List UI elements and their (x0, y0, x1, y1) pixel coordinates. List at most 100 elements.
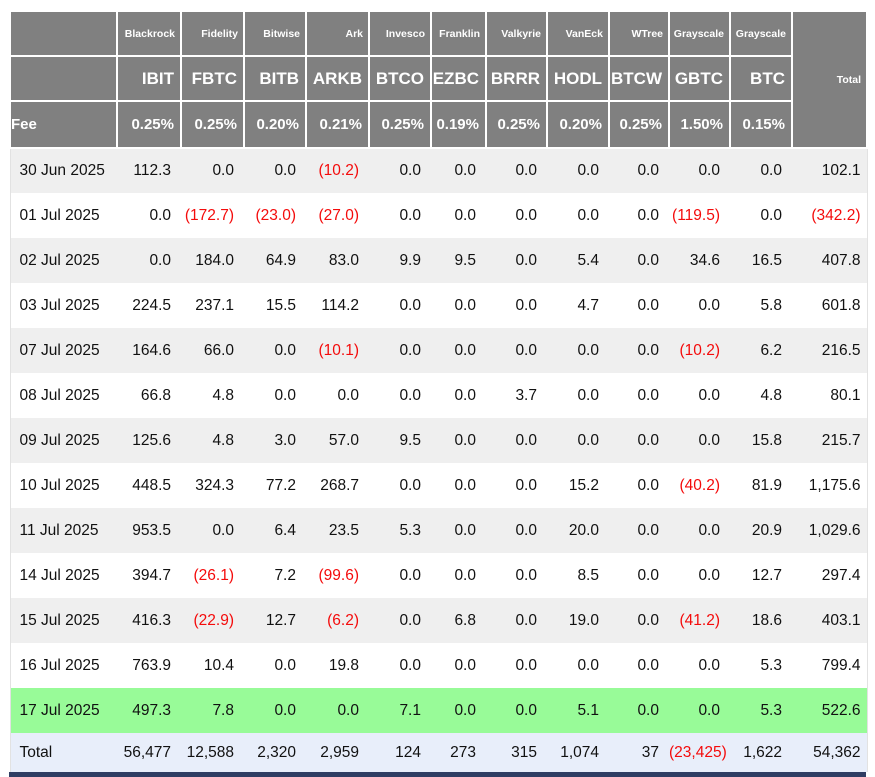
flow-value-cell: 0.0 (454, 476, 476, 494)
flow-value-cell: 0.0 (399, 296, 421, 314)
fee-cell: 0.21% (305, 100, 370, 149)
column-total-cell: 2,959 (320, 743, 359, 761)
provider-header: Grayscale (668, 10, 731, 57)
flow-value-cell: 0.0 (399, 206, 421, 224)
provider-header: Grayscale (729, 10, 793, 57)
flow-value-cell: 5.3 (760, 701, 782, 719)
flow-value-cell: (172.7) (184, 206, 234, 224)
flow-value-cell: 0.0 (577, 431, 599, 449)
flow-value-cell: 0.0 (637, 476, 659, 494)
flow-value-cell: 268.7 (320, 476, 359, 494)
table-row: 17 Jul 2025 497.3 7.8 0.0 0.0 7.1 0.0 0.0 5.1 0.0… (9, 688, 868, 733)
flow-value-cell: 448.5 (132, 476, 171, 494)
flow-value-cell: 19.0 (568, 611, 599, 629)
flow-value-cell: 0.0 (399, 611, 421, 629)
flow-value-cell: 0.0 (454, 701, 476, 719)
flow-value-cell: 0.0 (337, 386, 359, 404)
table-row: 02 Jul 2025 0.0 184.0 64.9 83.0 9.9 9.5 0.0 5.4 0… (9, 238, 868, 283)
flow-value-cell: 18.6 (751, 611, 782, 629)
row-total-cell: 102.1 (792, 148, 868, 193)
flow-value-cell: 0.0 (454, 656, 476, 674)
total-column-header: Total (791, 10, 868, 149)
column-total-cell: 2,320 (257, 743, 296, 761)
flow-value-cell: 0.0 (399, 341, 421, 359)
ticker-header: BRRR (485, 55, 548, 102)
flow-value-cell: 0.0 (698, 656, 720, 674)
column-total-cell: 37 (641, 743, 659, 761)
provider-header: Bitwise (243, 10, 307, 57)
row-total-cell: 216.5 (792, 328, 868, 373)
flow-value-cell: 64.9 (265, 251, 296, 269)
provider-header: Valkyrie (485, 10, 548, 57)
row-total-cell: 80.1 (792, 373, 868, 418)
table-row: 11 Jul 2025 953.5 0.0 6.4 23.5 5.3 0.0 0.0 20.0 0… (9, 508, 868, 553)
provider-header: WTree (608, 10, 670, 57)
flow-value-cell: 0.0 (637, 611, 659, 629)
flow-value-cell: 7.2 (274, 566, 296, 584)
flow-value-cell: 7.8 (212, 701, 234, 719)
date-cell: 11 Jul 2025 (9, 508, 117, 553)
flow-value-cell: 5.3 (760, 656, 782, 674)
flow-value-cell: 0.0 (637, 341, 659, 359)
flow-value-cell: 112.3 (133, 162, 171, 179)
date-cell: 30 Jun 2025 (9, 148, 117, 193)
ticker-header: BTC (729, 55, 793, 102)
flow-value-cell: 0.0 (212, 162, 234, 179)
flow-value-cell: 5.8 (760, 296, 782, 314)
flow-value-cell: 0.0 (149, 251, 171, 269)
flow-value-cell: 394.7 (132, 566, 171, 584)
flow-value-cell: 0.0 (760, 162, 782, 179)
flow-value-cell: 0.0 (212, 521, 234, 539)
table-row: 08 Jul 2025 66.8 4.8 0.0 0.0 0.0 0.0 3.7 0.0 0.0 0… (9, 373, 868, 418)
flow-value-cell: 15.8 (751, 431, 782, 449)
flow-value-cell: (22.9) (193, 611, 235, 629)
fee-cell: 0.25% (116, 100, 182, 149)
flow-value-cell: 77.2 (265, 476, 296, 494)
column-total-cell: (23,425) (669, 743, 727, 761)
flow-value-cell: 0.0 (515, 251, 537, 269)
flow-value-cell: 9.5 (399, 431, 421, 449)
flow-value-cell: 0.0 (698, 386, 720, 404)
ticker-header: BITB (243, 55, 307, 102)
flow-value-cell: 57.0 (328, 431, 359, 449)
flow-value-cell: 15.5 (265, 296, 296, 314)
flow-value-cell: 953.5 (132, 521, 171, 539)
flow-value-cell: 0.0 (577, 341, 599, 359)
flow-value-cell: 0.0 (454, 206, 476, 224)
column-total-cell: 1,622 (743, 743, 782, 761)
flow-value-cell: 0.0 (637, 566, 659, 584)
flow-value-cell: 0.0 (149, 206, 171, 224)
fee-cell: 0.25% (608, 100, 670, 149)
flow-value-cell: 23.5 (328, 521, 359, 539)
flow-value-cell: 125.6 (132, 431, 171, 449)
flow-value-cell: 0.0 (274, 386, 296, 404)
table-row: 03 Jul 2025 224.5 237.1 15.5 114.2 0.0 0.0 0.0 4… (9, 283, 868, 328)
fee-cell: 0.25% (180, 100, 245, 149)
provider-header: Blackrock (116, 10, 182, 57)
table-row: 30 Jun 2025 112.3 0.0 0.0 (10.2) 0.0 0.0 0.0 0.0… (9, 148, 868, 193)
corner-cell (9, 10, 118, 57)
ticker-header: FBTC (180, 55, 245, 102)
flow-value-cell: 0.0 (637, 521, 659, 539)
provider-header: Ark (305, 10, 370, 57)
flow-value-cell: (26.1) (193, 566, 235, 584)
flow-value-cell: 0.0 (637, 206, 659, 224)
flow-value-cell: 81.9 (751, 476, 782, 494)
flow-value-cell: 0.0 (637, 386, 659, 404)
grand-total-cell: 54,362 (792, 733, 868, 772)
date-cell: 07 Jul 2025 (9, 328, 117, 373)
flow-value-cell: 0.0 (515, 206, 537, 224)
flow-value-cell: (6.2) (327, 611, 359, 629)
flow-value-cell: 0.0 (454, 521, 476, 539)
flow-value-cell: 0.0 (454, 386, 476, 404)
flow-value-cell: 5.3 (399, 521, 421, 539)
flow-value-cell: 83.0 (328, 251, 359, 269)
flow-value-cell: 4.8 (760, 386, 782, 404)
table-row: 16 Jul 2025 763.9 10.4 0.0 19.8 0.0 0.0 0.0 0.0 0… (9, 643, 868, 688)
flow-value-cell: 0.0 (637, 656, 659, 674)
row-total-cell: 1,175.6 (792, 463, 868, 508)
date-cell: 14 Jul 2025 (9, 553, 117, 598)
flow-value-cell: 0.0 (274, 701, 296, 719)
flow-value-cell: 0.0 (515, 341, 537, 359)
